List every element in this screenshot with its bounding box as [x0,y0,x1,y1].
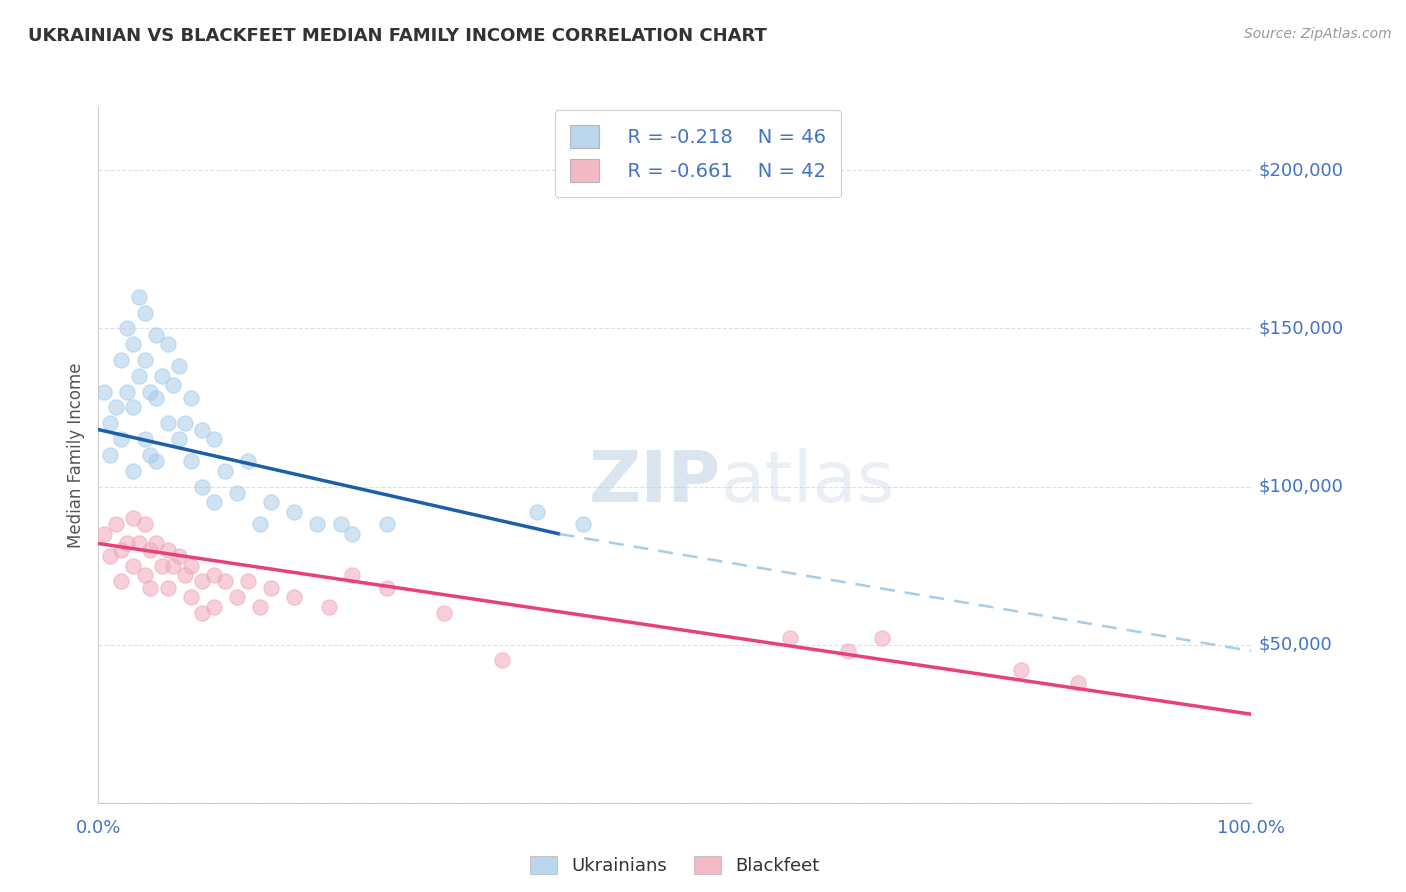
Point [225,591,247,605]
Point [837,644,859,658]
Point [202,432,225,446]
Point [779,632,801,646]
Point [134,305,156,319]
Point [202,495,225,509]
Point [145,454,167,468]
Point [150,558,173,573]
Point [139,384,162,399]
Text: ZIP: ZIP [589,449,721,517]
Point [225,486,247,500]
Point [375,581,398,595]
Point [162,378,184,392]
Point [571,517,593,532]
Point [104,517,127,532]
Point [145,391,167,405]
Y-axis label: Median Family Income: Median Family Income [66,362,84,548]
Point [1067,675,1090,690]
Point [238,454,260,468]
Point [93,384,115,399]
Text: $50,000: $50,000 [1258,636,1331,654]
Point [872,632,894,646]
Point [117,384,138,399]
Text: atlas: atlas [721,449,896,517]
Point [491,653,513,667]
Point [214,574,236,589]
Point [191,606,214,620]
Legend: Ukrainians, Blackfeet: Ukrainians, Blackfeet [520,847,830,884]
Point [110,353,132,368]
Point [526,505,548,519]
Text: UKRAINIAN VS BLACKFEET MEDIAN FAMILY INCOME CORRELATION CHART: UKRAINIAN VS BLACKFEET MEDIAN FAMILY INC… [28,27,768,45]
Text: $200,000: $200,000 [1258,161,1343,179]
Point [307,517,329,532]
Point [128,290,150,304]
Point [191,574,214,589]
Point [156,542,179,557]
Point [145,536,167,550]
Point [180,391,202,405]
Point [117,321,138,335]
Point [174,417,197,431]
Point [134,353,156,368]
Point [167,359,190,374]
Point [98,549,121,563]
Point [150,368,173,383]
Point [214,464,236,478]
Point [156,417,179,431]
Point [249,517,271,532]
Point [139,542,162,557]
Point [283,591,305,605]
Point [191,479,214,493]
Point [139,581,162,595]
Point [134,568,156,582]
Point [156,581,179,595]
Point [340,568,363,582]
Point [238,574,260,589]
Point [122,558,145,573]
Point [174,568,197,582]
Point [318,599,340,614]
Point [156,337,179,351]
Text: Source: ZipAtlas.com: Source: ZipAtlas.com [1244,27,1392,41]
Point [98,417,121,431]
Point [249,599,271,614]
Point [1010,663,1032,677]
Point [122,464,145,478]
Text: $100,000: $100,000 [1258,477,1343,496]
Point [93,527,115,541]
Point [104,401,127,415]
Point [180,558,202,573]
Point [110,574,132,589]
Point [340,527,363,541]
Text: $150,000: $150,000 [1258,319,1344,337]
Point [329,517,352,532]
Point [167,549,190,563]
Point [128,536,150,550]
Point [110,542,132,557]
Point [162,558,184,573]
Point [180,454,202,468]
Point [260,581,283,595]
Point [260,495,283,509]
Point [139,448,162,462]
Point [98,448,121,462]
Point [191,423,214,437]
Point [375,517,398,532]
Point [180,591,202,605]
Point [283,505,305,519]
Point [145,327,167,342]
Point [134,432,156,446]
Point [167,432,190,446]
Point [122,511,145,525]
Point [128,368,150,383]
Point [202,568,225,582]
Point [122,337,145,351]
Point [433,606,456,620]
Point [134,517,156,532]
Point [110,432,132,446]
Point [122,401,145,415]
Point [202,599,225,614]
Point [117,536,138,550]
